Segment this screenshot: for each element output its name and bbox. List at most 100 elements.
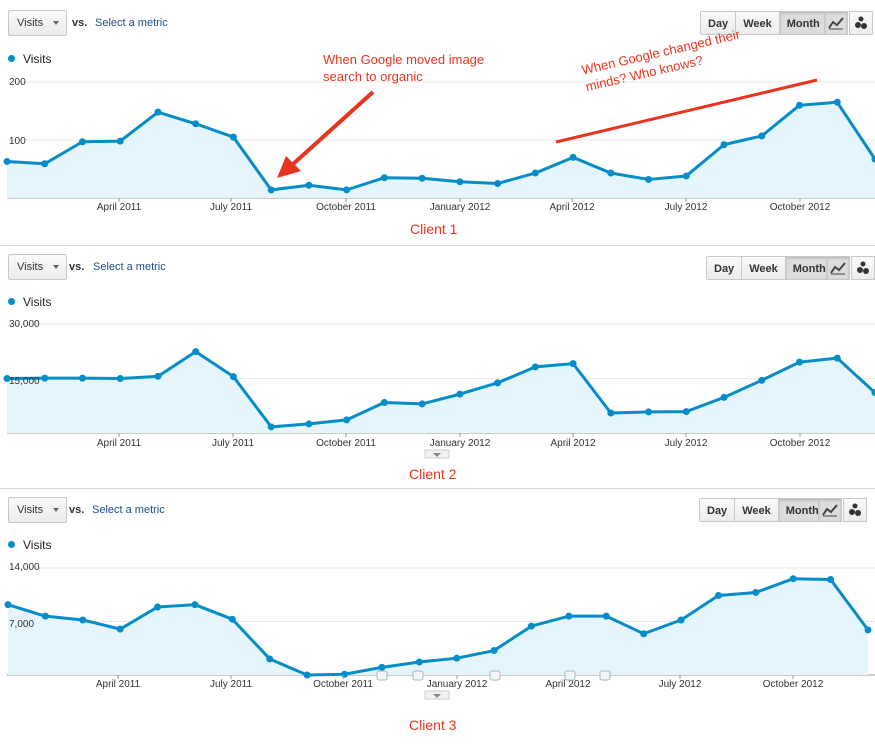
x-tick-label: July 2011 [212, 438, 255, 449]
data-point [607, 169, 615, 177]
metric-select[interactable]: Visits [8, 497, 67, 523]
y-tick-label: 14,000 [9, 562, 40, 573]
period-toggle: Day Week Month [700, 11, 828, 35]
week-button[interactable]: Week [736, 12, 780, 34]
x-tick-label: January 2012 [430, 202, 491, 213]
series-dot-icon [8, 55, 15, 62]
data-point [343, 416, 351, 424]
legend-label: Visits [23, 295, 52, 309]
data-point [154, 372, 162, 380]
data-point [720, 393, 728, 401]
data-point [864, 626, 872, 634]
month-button[interactable]: Month [778, 499, 826, 521]
day-button[interactable]: Day [700, 499, 736, 521]
data-point [607, 409, 615, 417]
month-button[interactable]: Month [779, 12, 827, 34]
data-point [378, 663, 386, 671]
annotation-marker-icon [599, 670, 611, 681]
x-tick-label: April 2012 [545, 679, 590, 690]
data-point [41, 374, 49, 382]
data-point [154, 108, 162, 116]
scroll-handle[interactable] [0, 690, 875, 711]
panel-divider [0, 488, 875, 489]
data-point [682, 408, 690, 416]
metric-select[interactable]: Visits [8, 10, 67, 36]
legend: Visits [8, 295, 51, 309]
data-point [418, 400, 426, 408]
data-point [796, 101, 804, 109]
data-point [41, 160, 49, 168]
metric-select-label: Visits [17, 17, 44, 29]
x-tick-label: January 2012 [427, 679, 488, 690]
y-tick-label: 100 [9, 136, 26, 147]
vs-label: vs. [69, 504, 85, 516]
day-button[interactable]: Day [701, 12, 737, 34]
vs-label: vs. [72, 17, 88, 29]
data-point [305, 181, 313, 189]
data-point [531, 169, 539, 177]
data-point [229, 133, 237, 141]
data-point [527, 622, 535, 630]
chart-panel-3: Visits vs. Select a metric Day Week Mont… [0, 489, 875, 745]
motion-chart-button[interactable] [843, 498, 867, 522]
y-tick-label: 30,000 [9, 319, 40, 330]
annotation-arrow-icon [290, 90, 375, 167]
data-point [78, 374, 86, 382]
week-button[interactable]: Week [735, 499, 779, 521]
x-tick-label: October 2011 [316, 202, 376, 213]
data-point [456, 178, 464, 186]
data-point [303, 671, 311, 679]
x-tick-label: April 2011 [97, 438, 142, 449]
x-tick-label: April 2011 [97, 202, 142, 213]
y-tick-label: 7,000 [9, 619, 34, 630]
line-chart-button[interactable] [826, 256, 850, 280]
data-point [645, 175, 653, 183]
data-point [228, 615, 236, 623]
data-point [192, 120, 200, 128]
day-button[interactable]: Day [707, 257, 743, 279]
line-chart-icon [828, 17, 844, 30]
data-point [569, 153, 577, 161]
data-point [116, 375, 124, 382]
annotation-arrows [277, 78, 818, 178]
motion-chart-button[interactable] [849, 11, 873, 35]
line-chart-button[interactable] [824, 11, 848, 35]
select-metric-link[interactable]: Select a metric [92, 504, 165, 516]
y-tick-label: 15,000 [9, 376, 40, 387]
data-point [453, 654, 461, 662]
chevron-down-icon [433, 694, 441, 698]
motion-chart-button[interactable] [851, 256, 875, 280]
data-point [833, 354, 841, 362]
data-point [871, 389, 875, 397]
chart-panel-2: Visits vs. Select a metric Day Week Mont… [0, 246, 875, 488]
annotation-trend-line [555, 78, 818, 144]
scroll-handle[interactable] [0, 449, 875, 470]
line-chart-button[interactable] [818, 498, 842, 522]
week-button[interactable]: Week [742, 257, 786, 279]
data-point [789, 575, 797, 583]
chart-panel-1: Visits vs. Select a metric Day Week Mont… [0, 0, 875, 245]
bubble-chart-icon [857, 261, 869, 274]
data-point [267, 423, 275, 431]
x-tick-label: July 2012 [665, 438, 708, 449]
chart-1: 200 100 April 2011 July 2011 October 2011 Jan… [3, 77, 875, 213]
select-metric-link[interactable]: Select a metric [95, 17, 168, 29]
data-point [78, 138, 86, 146]
x-tick-label: July 2011 [210, 679, 253, 690]
data-point [267, 186, 275, 194]
annotation-image-search: When Google moved image search to organi… [323, 52, 485, 84]
line-chart-icon [822, 504, 838, 517]
metric-select-label: Visits [17, 261, 44, 273]
select-metric-link[interactable]: Select a metric [93, 261, 166, 273]
x-tick-label: July 2011 [210, 202, 253, 213]
bubble-chart-icon [855, 16, 867, 29]
month-button[interactable]: Month [785, 257, 833, 279]
x-tick-label: October 2012 [770, 202, 831, 213]
series-dot-icon [8, 298, 15, 305]
metric-select[interactable]: Visits [8, 254, 67, 280]
data-point [418, 174, 426, 182]
legend: Visits [8, 538, 51, 552]
data-point [714, 592, 722, 600]
x-tick-label: January 2012 [430, 438, 491, 449]
data-point [796, 358, 804, 366]
